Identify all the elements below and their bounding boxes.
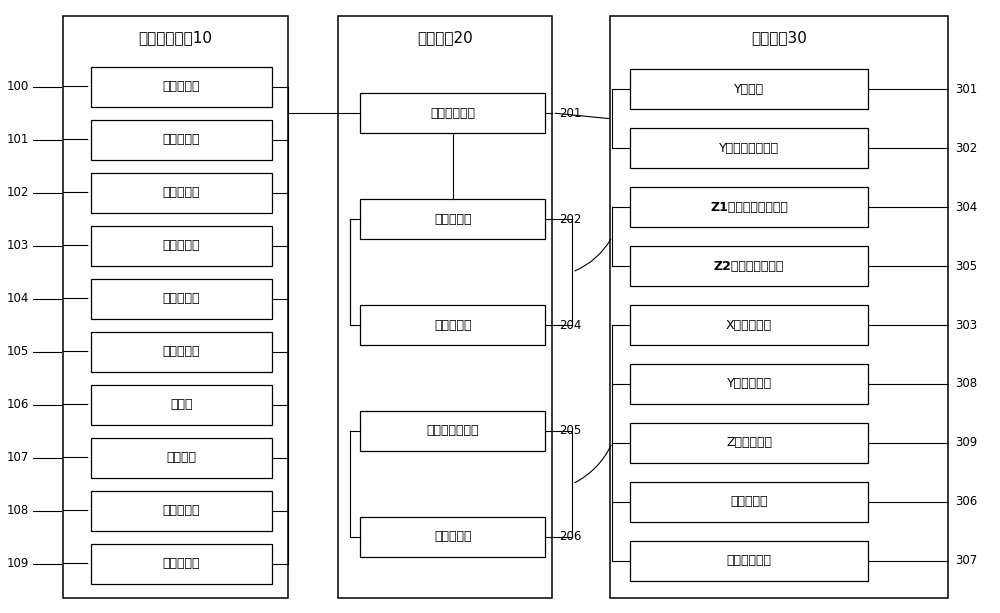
Text: 202: 202 <box>559 213 582 226</box>
Bar <box>630 69 868 110</box>
Text: Z2轴铝壳扣合机构: Z2轴铝壳扣合机构 <box>714 260 784 273</box>
Bar <box>360 517 545 557</box>
Text: 操作按钮: 操作按钮 <box>167 451 197 464</box>
Bar <box>91 490 272 530</box>
Text: 308: 308 <box>955 378 977 390</box>
Bar <box>63 16 288 598</box>
Text: 306: 306 <box>955 495 977 508</box>
Text: 107: 107 <box>6 451 29 464</box>
Bar <box>338 16 552 598</box>
Text: 102: 102 <box>6 186 29 199</box>
Bar <box>630 364 868 404</box>
Bar <box>91 332 272 371</box>
Text: 触控屏: 触控屏 <box>170 398 193 411</box>
Text: 304: 304 <box>955 200 977 214</box>
Text: 104: 104 <box>6 292 29 305</box>
Text: 信号输入单元10: 信号输入单元10 <box>139 31 213 45</box>
Bar <box>630 128 868 169</box>
Bar <box>630 482 868 522</box>
Bar <box>630 246 868 286</box>
Text: 磁环感应器: 磁环感应器 <box>163 557 200 570</box>
Text: 色标传感器: 色标传感器 <box>163 239 200 252</box>
Text: 压力传感器: 压力传感器 <box>163 345 200 358</box>
Bar <box>630 187 868 227</box>
Bar <box>610 16 948 598</box>
Bar <box>360 199 545 239</box>
Text: 206: 206 <box>559 530 582 544</box>
Text: 激光传感器: 激光传感器 <box>163 133 200 146</box>
Text: 303: 303 <box>955 319 977 332</box>
Text: 201: 201 <box>559 107 582 120</box>
Text: 307: 307 <box>955 554 977 567</box>
Text: 安全防护机构: 安全防护机构 <box>727 554 772 567</box>
Text: 闭环伺服编码器: 闭环伺服编码器 <box>427 424 479 438</box>
Text: 205: 205 <box>559 424 582 438</box>
Text: 安全感应器: 安全感应器 <box>163 504 200 517</box>
Text: 301: 301 <box>955 83 977 96</box>
Text: Z轴输送机构: Z轴输送机构 <box>726 436 772 449</box>
Text: 金属传感器: 金属传感器 <box>163 186 200 199</box>
Text: 中央处理器: 中央处理器 <box>434 213 472 226</box>
Text: 204: 204 <box>559 319 582 332</box>
Text: Y轴输送机构: Y轴输送机构 <box>727 378 772 390</box>
Text: Y轴载具: Y轴载具 <box>734 83 764 96</box>
Text: 109: 109 <box>6 557 29 570</box>
Text: 302: 302 <box>955 142 977 155</box>
Text: 108: 108 <box>6 504 29 517</box>
Bar <box>360 93 545 133</box>
Text: Y轴面壳扣合机构: Y轴面壳扣合机构 <box>719 142 779 155</box>
Bar <box>630 423 868 463</box>
Text: 105: 105 <box>6 345 29 358</box>
Text: 309: 309 <box>955 436 977 449</box>
Bar <box>91 544 272 584</box>
Bar <box>91 278 272 319</box>
Text: 执行单元30: 执行单元30 <box>751 31 807 45</box>
Bar <box>360 305 545 345</box>
FancyArrowPatch shape <box>555 113 610 119</box>
Bar <box>91 384 272 424</box>
Bar <box>630 541 868 581</box>
FancyArrowPatch shape <box>575 445 611 483</box>
FancyArrowPatch shape <box>575 239 611 271</box>
Text: 100: 100 <box>6 80 29 93</box>
Text: 光电传感器: 光电传感器 <box>163 80 200 93</box>
Text: 控制单元20: 控制单元20 <box>417 31 473 45</box>
Bar <box>91 172 272 213</box>
Text: 305: 305 <box>955 260 977 273</box>
Text: 气驱动模块: 气驱动模块 <box>434 319 472 332</box>
Text: 103: 103 <box>6 239 29 252</box>
Text: 106: 106 <box>6 398 29 411</box>
Bar <box>91 120 272 159</box>
Bar <box>91 226 272 265</box>
Text: X轴输送机构: X轴输送机构 <box>726 319 772 332</box>
Bar <box>91 438 272 478</box>
Text: 真空传感器: 真空传感器 <box>163 292 200 305</box>
Bar <box>360 411 545 451</box>
Text: 101: 101 <box>6 133 29 146</box>
Bar <box>91 66 272 107</box>
Bar <box>630 305 868 345</box>
Text: 电驱动模块: 电驱动模块 <box>434 530 472 544</box>
Text: Z1轴电路板扣合机构: Z1轴电路板扣合机构 <box>710 200 788 214</box>
Text: 静电消除器: 静电消除器 <box>730 495 768 508</box>
Text: 数据采集模块: 数据采集模块 <box>430 107 475 120</box>
